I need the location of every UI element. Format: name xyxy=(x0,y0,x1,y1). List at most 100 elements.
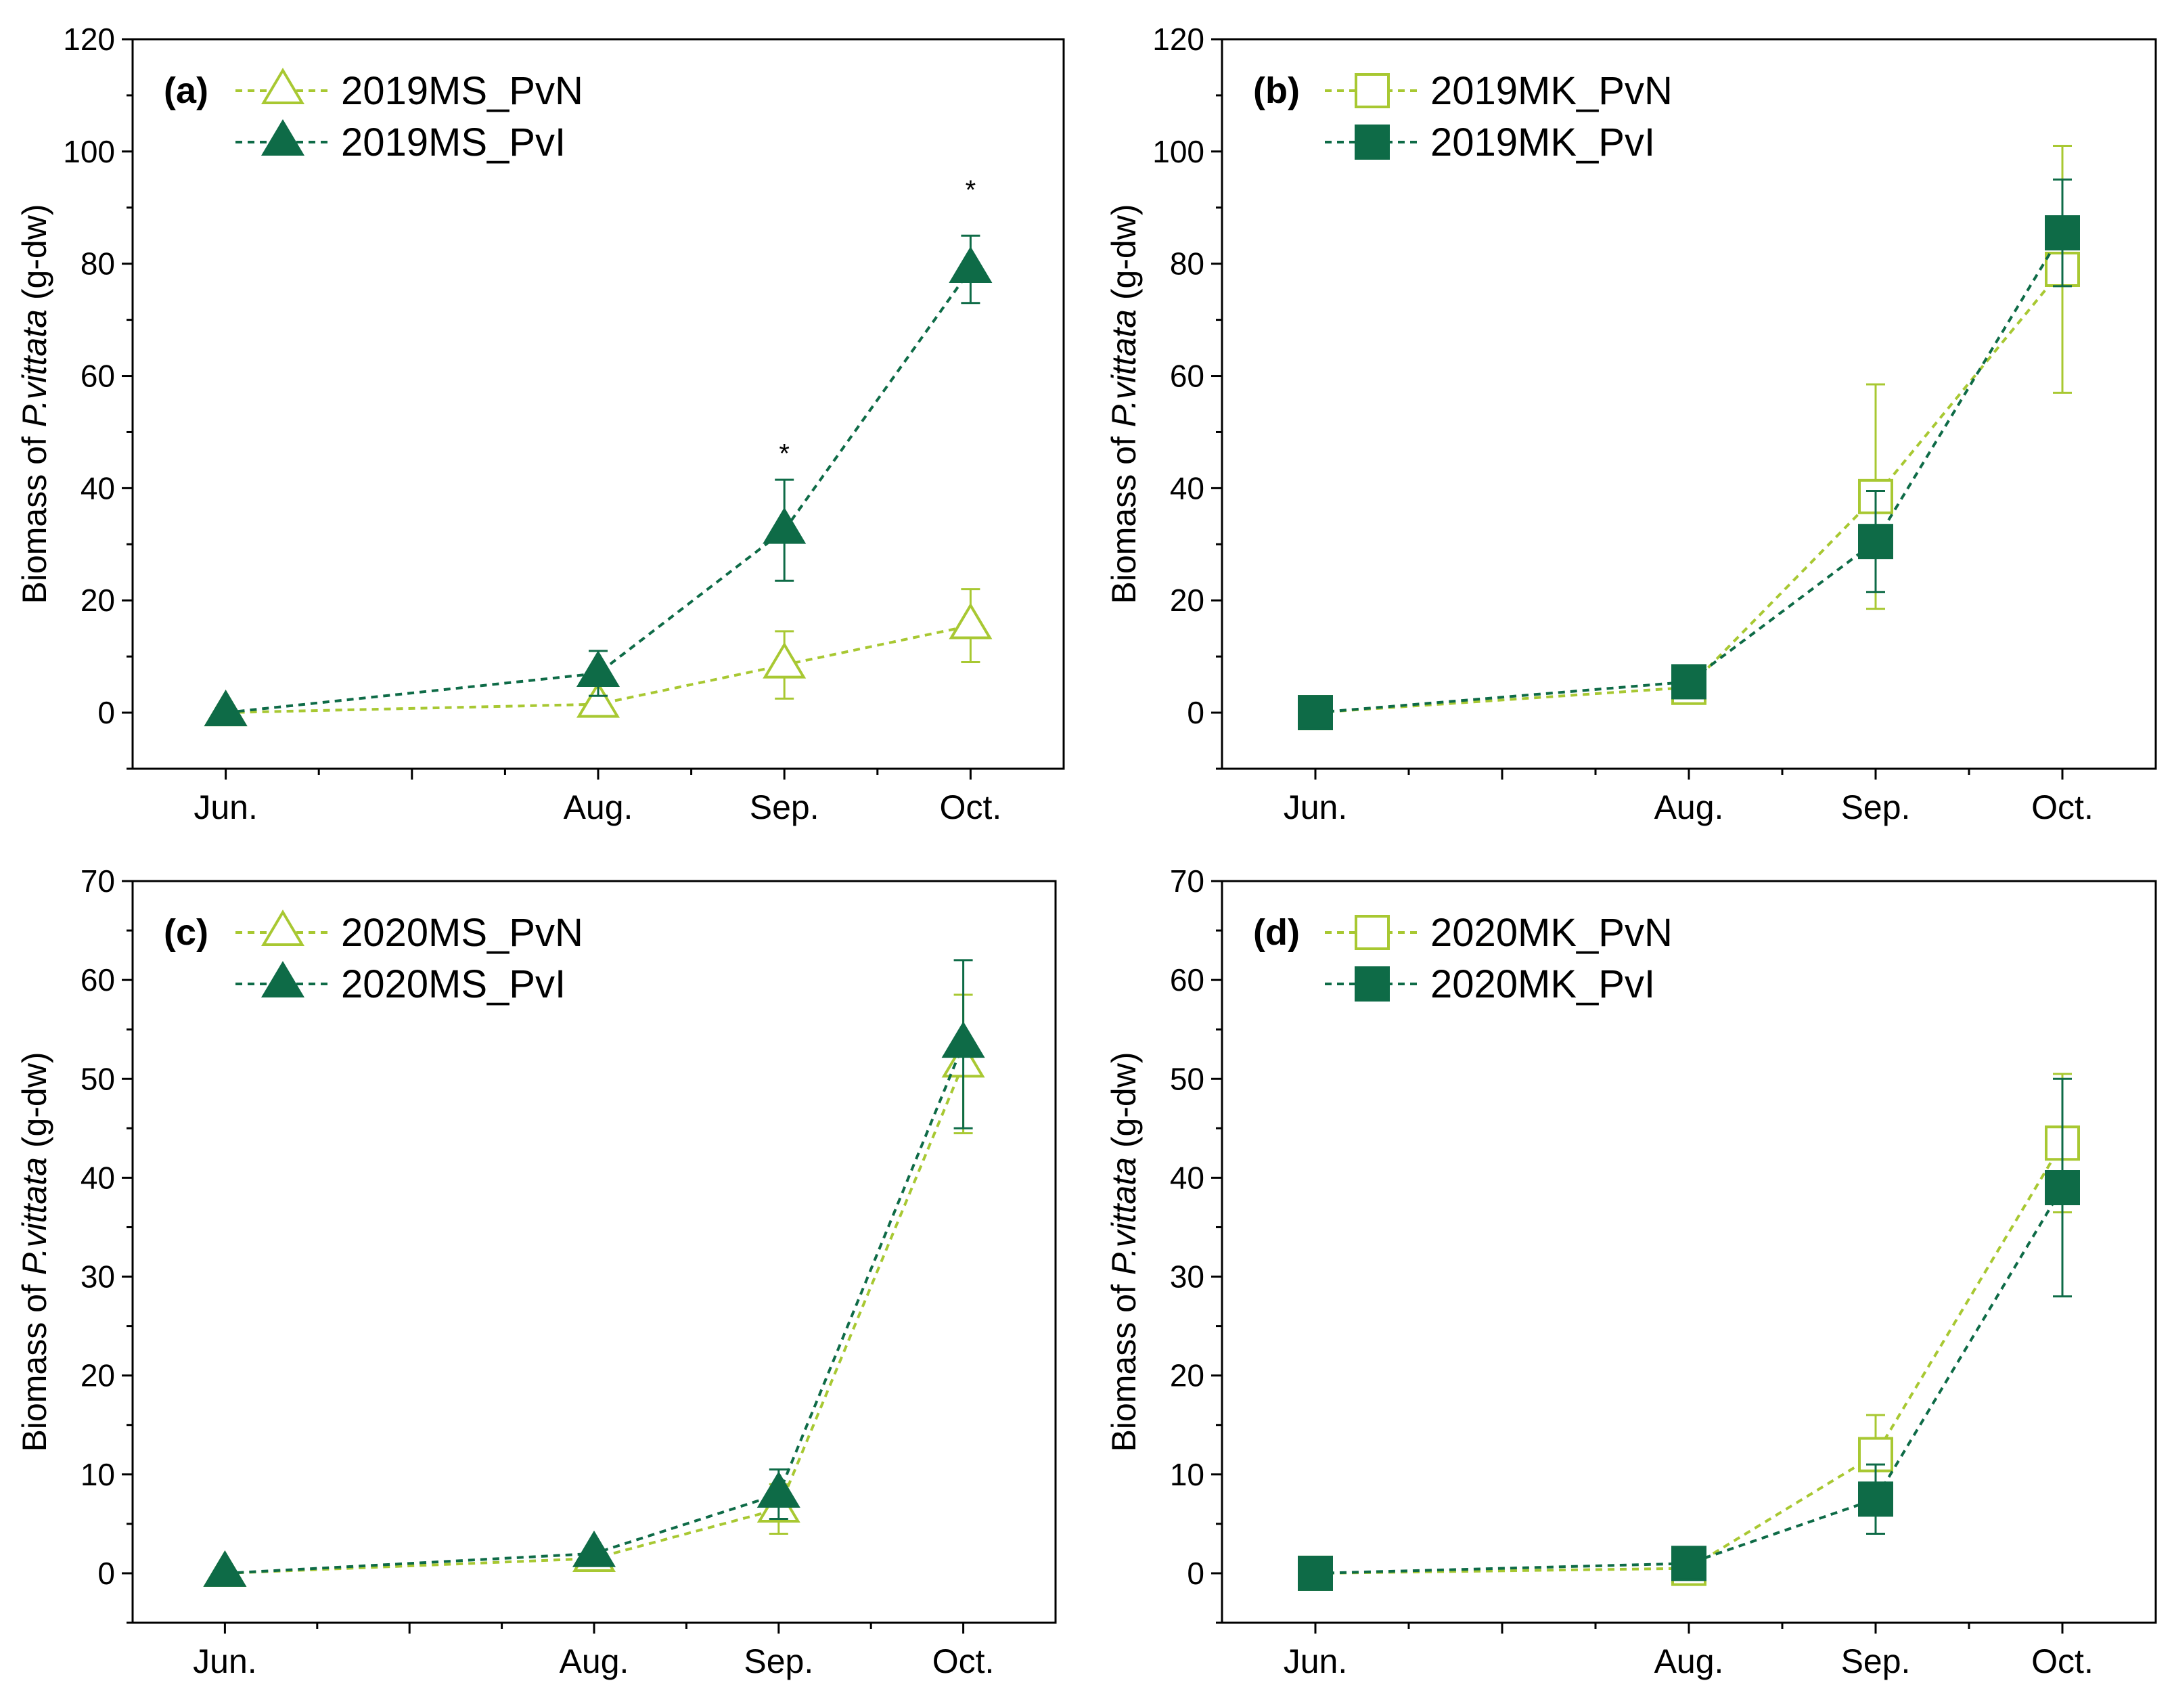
y-tick-label: 70 xyxy=(81,863,115,899)
y-axis-label-part: P.vittata xyxy=(1105,1157,1143,1275)
data-point xyxy=(763,507,807,544)
panel-a: 0 20 40 60 80 100 120 Jun. Aug. Sep. Oct. Biomass o… xyxy=(16,22,1065,826)
legend-label: 2019MS_PvN xyxy=(341,69,583,113)
legend-marker xyxy=(1355,966,1390,1002)
data-point xyxy=(204,690,248,727)
legend-marker xyxy=(261,961,305,997)
data-point xyxy=(1671,664,1706,700)
legend-marker xyxy=(1355,915,1390,950)
series-2019MK_PvI xyxy=(1298,178,2080,731)
y-tick-label: 40 xyxy=(1170,1160,1204,1195)
y-tick-label: 60 xyxy=(1170,359,1204,394)
y-tick-label: 0 xyxy=(97,695,115,730)
y-axis-label-part: Biomass of xyxy=(1105,1275,1143,1452)
y-tick-label: 10 xyxy=(1170,1457,1204,1492)
data-point xyxy=(1858,524,1893,560)
y-tick-label: 120 xyxy=(63,22,115,57)
y-tick-label: 60 xyxy=(81,962,115,997)
legend-label: 2019MK_PvI xyxy=(1430,120,1655,164)
data-point xyxy=(2045,215,2080,251)
y-axis-label-part: P.vittata xyxy=(16,1157,53,1275)
series-line xyxy=(1315,268,2064,715)
data-point xyxy=(949,246,993,283)
data-point xyxy=(576,650,620,688)
y-tick-label: 20 xyxy=(81,1358,115,1393)
x-tick-label: Aug. xyxy=(564,788,633,826)
y-tick-label: 40 xyxy=(1170,470,1204,505)
series-2019MS_PvI xyxy=(204,234,993,727)
legend-marker xyxy=(1355,125,1390,160)
data-point xyxy=(763,642,807,679)
legend-label: 2020MK_PvI xyxy=(1430,962,1655,1006)
y-tick-label: 30 xyxy=(1170,1259,1204,1295)
y-tick-label: 20 xyxy=(1170,583,1204,618)
y-axis-label: Biomass of P.vittata (g-dw) xyxy=(1105,204,1143,604)
legend-marker xyxy=(1355,73,1390,108)
y-tick-label: 0 xyxy=(1187,1556,1204,1591)
data-point xyxy=(941,1021,985,1058)
data-point xyxy=(576,681,620,718)
series-line xyxy=(1315,232,2064,715)
panel-label: (a) xyxy=(164,70,208,111)
x-tick-label: Sep. xyxy=(1841,788,1911,826)
x-tick-label: Aug. xyxy=(1654,1642,1724,1680)
data-point xyxy=(1298,1555,1333,1591)
x-tick-label: Jun. xyxy=(1284,1642,1348,1680)
y-tick-label: 60 xyxy=(1170,962,1204,997)
y-axis-label-part: P.vittata xyxy=(1105,309,1143,427)
y-tick-label: 40 xyxy=(81,1160,115,1195)
x-tick-label: Oct. xyxy=(932,1642,995,1680)
y-tick-label: 0 xyxy=(97,1556,115,1591)
legend-entry: 2019MK_PvI xyxy=(1325,120,1655,164)
data-point xyxy=(203,1550,247,1587)
legend-marker xyxy=(261,68,305,104)
series-line xyxy=(1315,1186,2064,1575)
series-2020MS_PvI xyxy=(203,959,985,1587)
y-axis-label-part: Biomass of xyxy=(1105,427,1143,604)
series-2019MS_PvN xyxy=(204,588,993,727)
y-tick-label: 40 xyxy=(81,470,115,505)
data-point xyxy=(756,1471,800,1508)
y-axis-label: Biomass of P.vittata (g-dw) xyxy=(16,1052,53,1452)
y-tick-label: 120 xyxy=(1152,22,1204,57)
y-tick-label: 60 xyxy=(81,359,115,394)
data-point xyxy=(572,1530,616,1567)
significance-star: * xyxy=(966,175,976,205)
series-line xyxy=(225,624,971,715)
data-point xyxy=(2045,1170,2080,1206)
panel-c: 0 10 20 30 40 50 60 70 Jun. Aug. Sep. Oct. Biomass o… xyxy=(16,863,1057,1680)
y-tick-label: 70 xyxy=(1170,863,1204,899)
legend-marker xyxy=(261,119,305,156)
series-2019MK_PvN xyxy=(1298,145,2080,731)
x-tick-label: Aug. xyxy=(560,1642,629,1680)
legend-label: 2019MK_PvN xyxy=(1430,69,1673,113)
x-tick-label: Oct. xyxy=(940,788,1002,826)
legend-label: 2020MS_PvN xyxy=(341,911,583,955)
y-tick-label: 80 xyxy=(81,246,115,282)
series-line xyxy=(225,1063,965,1575)
series-2020MK_PvN xyxy=(1298,1073,2080,1591)
y-axis-label-part: (g-dw) xyxy=(16,1052,53,1158)
legend-entry: 2019MS_PvN xyxy=(235,68,583,113)
legend-entry: 2020MS_PvI xyxy=(235,961,566,1006)
legend-entry: 2019MS_PvI xyxy=(235,119,566,164)
series-line xyxy=(225,268,972,715)
x-tick-label: Jun. xyxy=(193,1642,257,1680)
legend-entry: 2020MK_PvN xyxy=(1325,911,1673,955)
legend-entry: 2020MS_PvN xyxy=(235,909,583,955)
panel-label: (c) xyxy=(164,912,208,953)
y-axis-label-part: (g-dw) xyxy=(1105,1052,1143,1158)
y-tick-label: 0 xyxy=(1187,695,1204,730)
y-axis-label-part: (g-dw) xyxy=(1105,204,1143,310)
legend-label: 2019MS_PvI xyxy=(341,120,566,164)
data-point xyxy=(1671,1546,1706,1581)
legend-marker xyxy=(261,909,305,946)
y-tick-label: 100 xyxy=(1152,134,1204,169)
data-point xyxy=(1298,695,1333,731)
significance-star: * xyxy=(779,439,790,469)
y-tick-label: 100 xyxy=(63,134,115,169)
y-tick-label: 50 xyxy=(81,1061,115,1096)
series-line xyxy=(1315,1142,2064,1575)
x-tick-label: Jun. xyxy=(194,788,258,826)
